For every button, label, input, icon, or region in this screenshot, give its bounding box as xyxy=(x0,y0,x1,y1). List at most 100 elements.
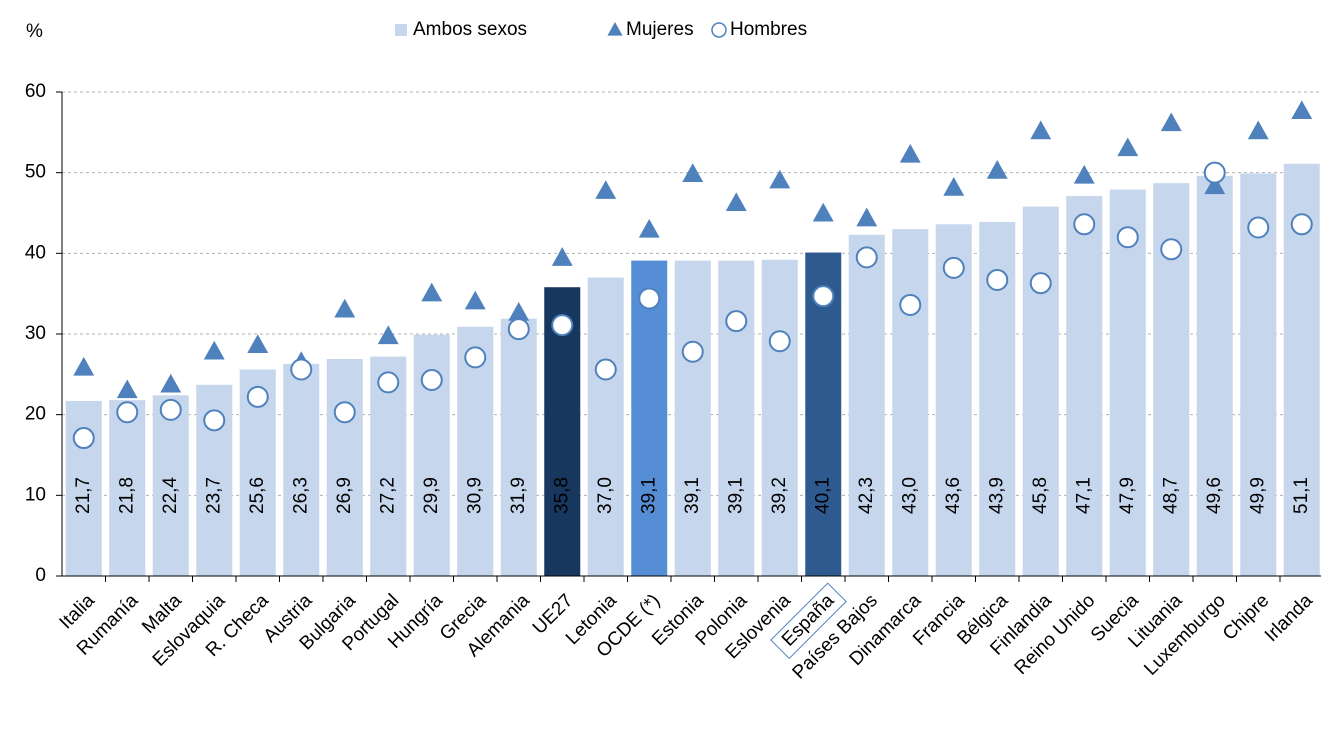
value-label: 49,9 xyxy=(1247,477,1268,514)
triangle-marker xyxy=(725,192,747,212)
bar xyxy=(109,400,146,576)
circle-marker xyxy=(1290,213,1313,236)
circle-marker xyxy=(986,268,1009,291)
bar xyxy=(500,318,537,576)
circle-marker xyxy=(594,358,617,381)
circle-marker xyxy=(507,318,530,341)
value-label: 43,9 xyxy=(986,477,1007,514)
value-label: 26,9 xyxy=(334,477,355,514)
circle-marker xyxy=(768,330,791,353)
legend-label: Mujeres xyxy=(626,19,694,40)
value-label: 39,1 xyxy=(682,477,703,514)
circle-marker xyxy=(942,256,965,279)
triangle-marker xyxy=(73,356,95,376)
circle-marker xyxy=(551,314,574,337)
triangle-marker xyxy=(856,207,878,227)
value-label: 43,0 xyxy=(899,477,920,514)
bar xyxy=(935,224,972,576)
triangle-marker xyxy=(421,282,443,302)
value-label: 35,8 xyxy=(551,477,572,514)
triangle-marker xyxy=(769,169,791,189)
value-label: 48,7 xyxy=(1160,477,1181,514)
circle-marker xyxy=(1203,161,1226,184)
legend-swatch xyxy=(395,24,407,36)
circle-marker xyxy=(681,340,704,363)
legend-label: Hombres xyxy=(730,19,807,40)
circle-marker xyxy=(116,401,139,424)
circle-marker xyxy=(464,346,487,369)
circle-marker xyxy=(72,427,95,450)
circle-marker xyxy=(725,310,748,333)
legend-label: Ambos sexos xyxy=(413,19,527,40)
y-tick-label: 0 xyxy=(35,565,46,586)
value-label: 26,3 xyxy=(290,477,311,514)
triangle-marker xyxy=(899,143,921,163)
triangle-marker xyxy=(116,379,138,399)
circle-marker xyxy=(1029,272,1052,295)
y-tick-label: 40 xyxy=(25,242,46,263)
bar xyxy=(152,395,189,576)
circle-marker xyxy=(420,368,443,391)
bar xyxy=(587,277,624,576)
value-label: 39,1 xyxy=(725,477,746,514)
circle-marker xyxy=(855,246,878,269)
bar xyxy=(1022,206,1059,576)
bar xyxy=(761,259,798,576)
triangle-marker xyxy=(1117,137,1139,157)
legend-swatch xyxy=(607,22,623,36)
value-label: 22,4 xyxy=(160,477,181,514)
y-tick-label: 10 xyxy=(25,484,46,505)
bar xyxy=(631,260,668,576)
bar xyxy=(1109,189,1146,576)
bar xyxy=(674,260,711,576)
circle-marker xyxy=(377,371,400,394)
bar xyxy=(1066,196,1103,576)
y-tick-label: 60 xyxy=(25,81,46,102)
value-label: 45,8 xyxy=(1030,477,1051,514)
value-label: 29,9 xyxy=(421,477,442,514)
bar xyxy=(1240,173,1277,576)
circle-marker xyxy=(1116,226,1139,249)
value-label: 40,1 xyxy=(812,477,833,514)
circle-marker xyxy=(1073,213,1096,236)
value-label: 47,1 xyxy=(1073,477,1094,514)
triangle-marker xyxy=(1204,175,1226,195)
triangle-marker xyxy=(595,180,617,199)
value-label: 42,3 xyxy=(856,477,877,514)
category-highlight-box xyxy=(770,582,847,660)
value-label: 39,1 xyxy=(638,477,659,514)
circle-marker xyxy=(1247,216,1270,239)
circle-marker xyxy=(290,358,313,381)
value-label: 21,7 xyxy=(73,477,94,514)
value-label: 30,9 xyxy=(464,477,485,514)
value-label: 23,7 xyxy=(203,477,224,514)
triangle-marker xyxy=(1030,120,1052,140)
triangle-marker xyxy=(1160,112,1182,132)
triangle-marker xyxy=(986,160,1008,179)
y-tick-label: 50 xyxy=(25,162,46,183)
legend-swatch xyxy=(711,22,727,38)
triangle-marker xyxy=(508,302,530,321)
triangle-marker xyxy=(334,298,356,318)
value-label: 21,8 xyxy=(116,477,137,514)
value-label: 39,2 xyxy=(769,477,790,514)
circle-marker xyxy=(899,293,922,316)
triangle-marker xyxy=(160,373,182,393)
bar xyxy=(1196,175,1233,577)
triangle-marker xyxy=(638,218,660,238)
triangle-marker xyxy=(247,334,269,353)
triangle-marker xyxy=(1247,120,1269,140)
triangle-marker xyxy=(203,340,225,360)
triangle-marker xyxy=(1291,100,1313,120)
value-label: 49,6 xyxy=(1204,477,1225,514)
triangle-marker xyxy=(551,247,573,266)
value-label: 25,6 xyxy=(247,477,268,514)
circle-marker xyxy=(246,385,269,408)
value-label: 27,2 xyxy=(377,477,398,514)
triangle-marker xyxy=(464,290,486,310)
triangle-marker xyxy=(812,202,834,222)
value-label: 31,9 xyxy=(508,477,529,514)
bar xyxy=(718,260,755,576)
triangle-marker xyxy=(943,176,965,196)
